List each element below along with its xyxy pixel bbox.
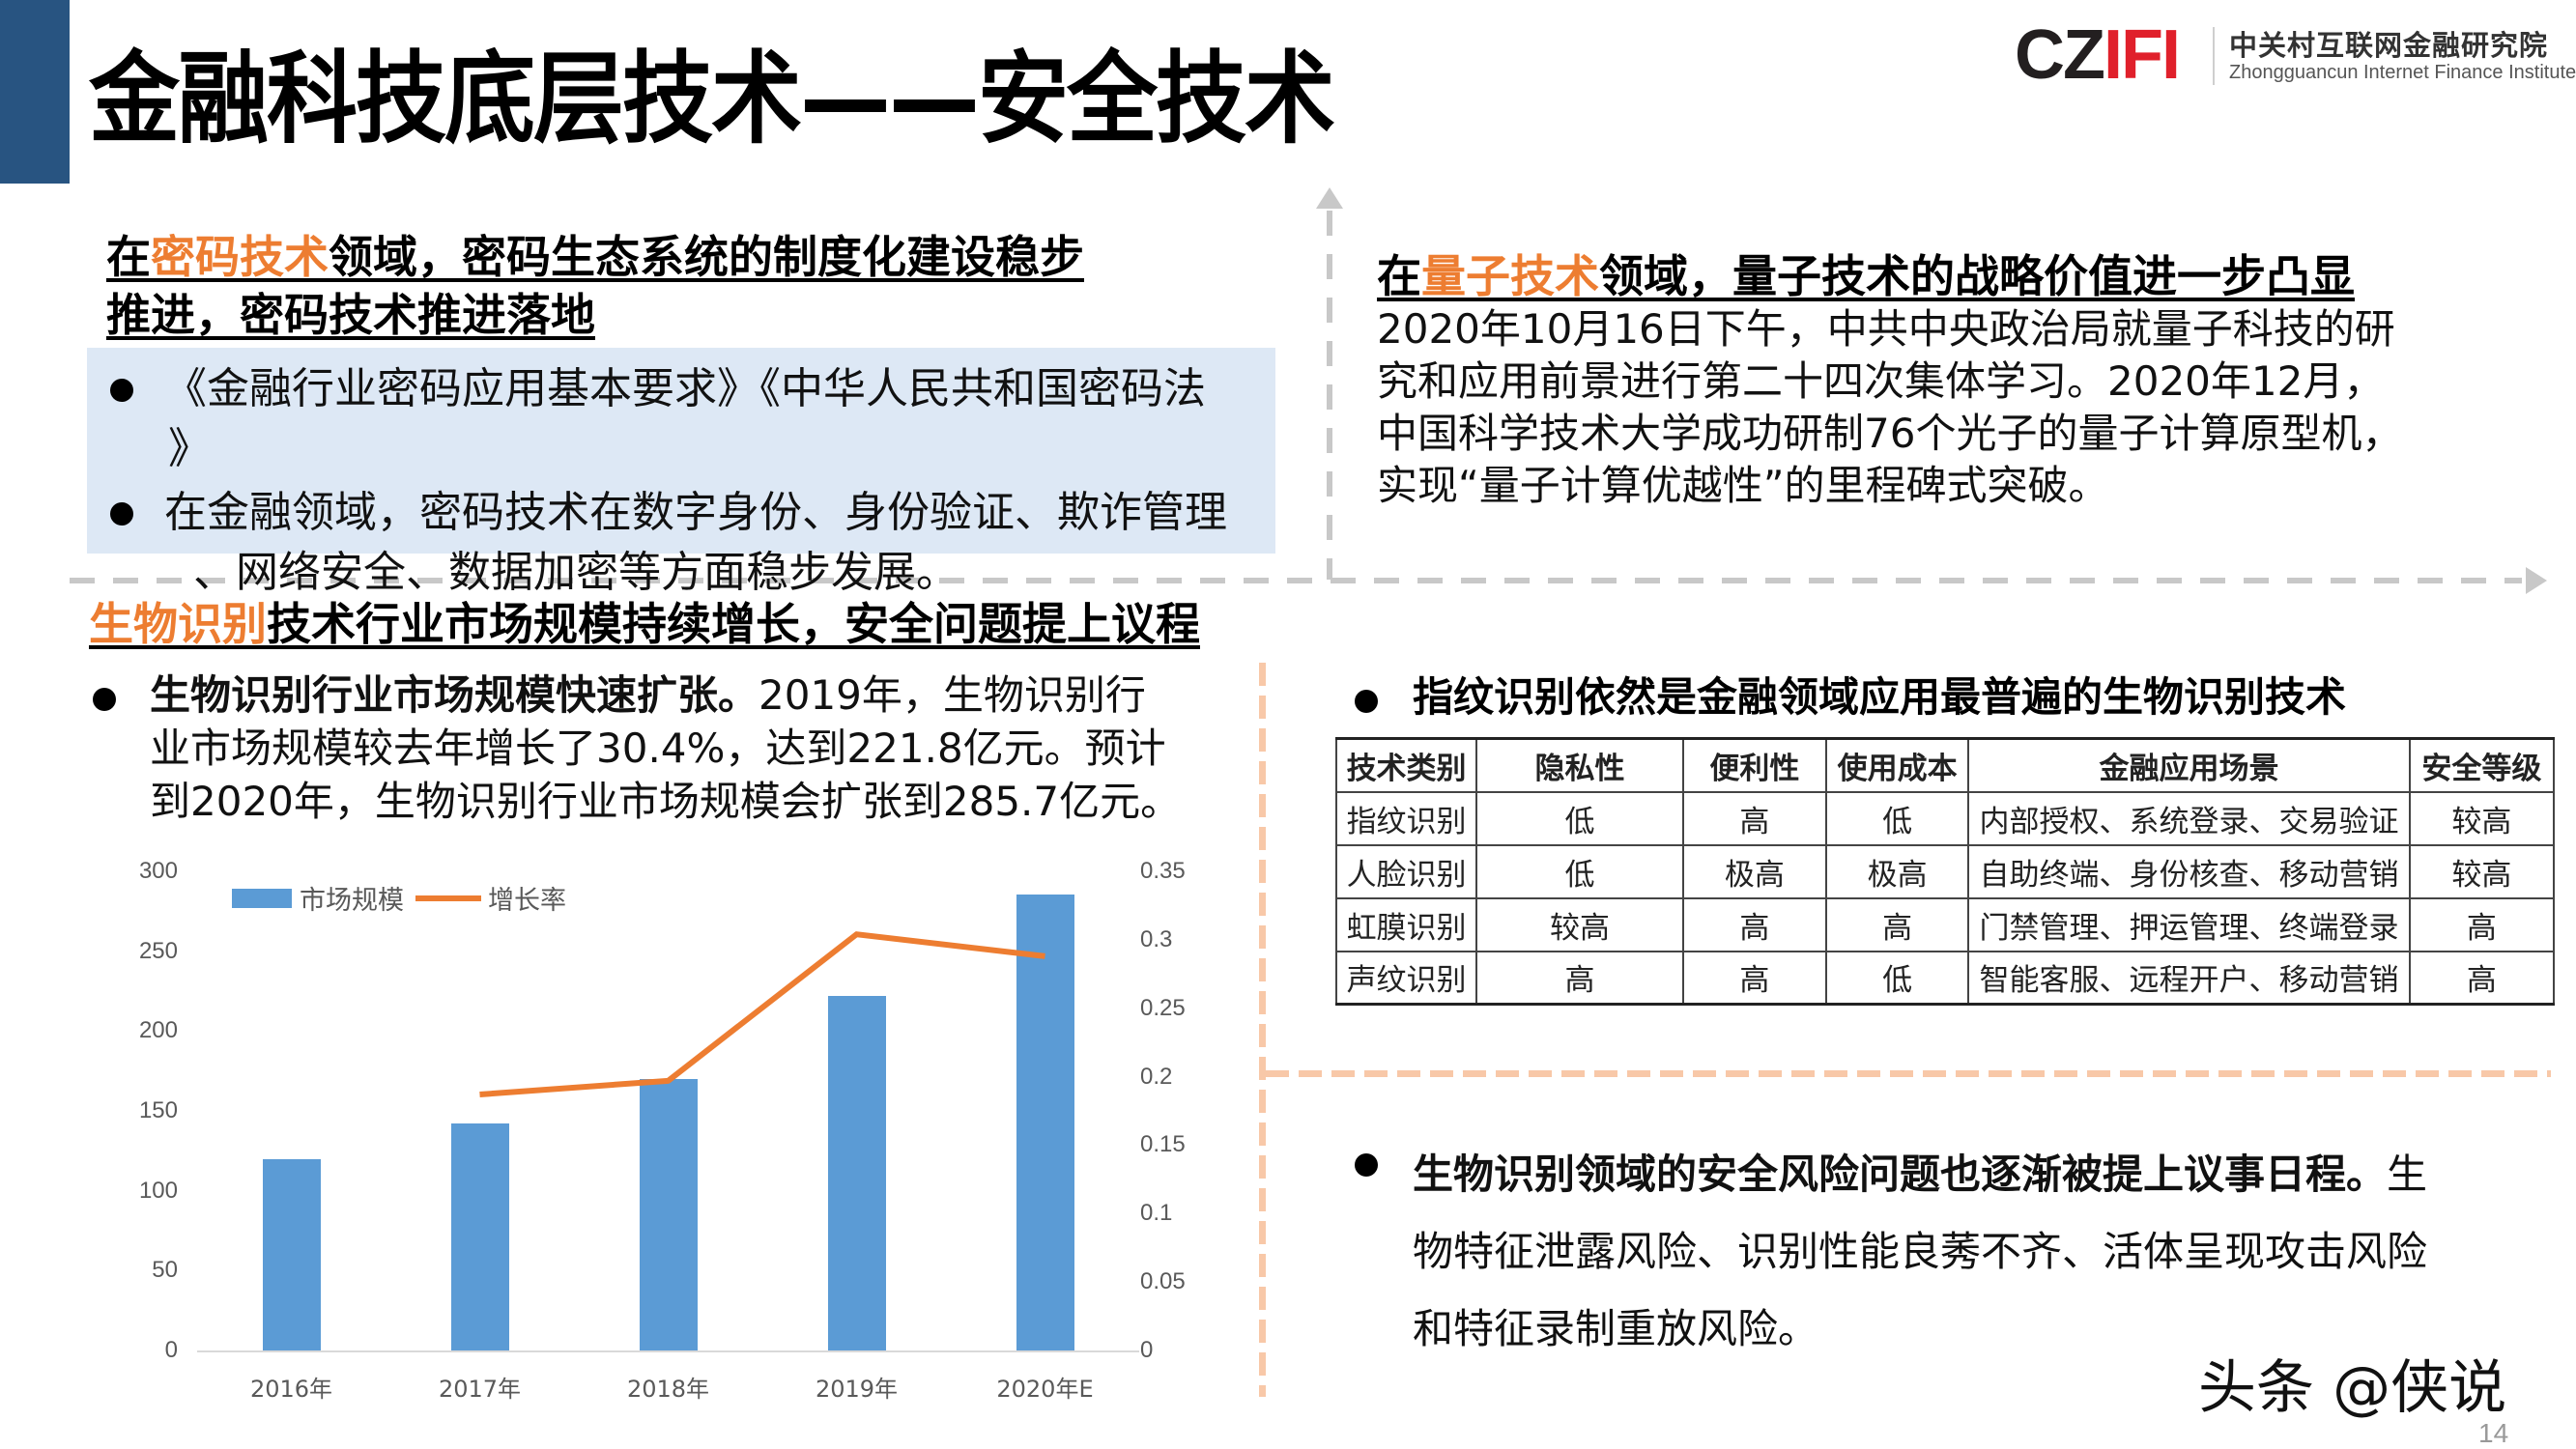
table-header: 隐私性 — [1475, 737, 1684, 793]
y-left-tick: 150 — [138, 1097, 178, 1123]
y-left-tick: 200 — [138, 1017, 178, 1044]
y-right-tick: 0.3 — [1140, 925, 1173, 952]
page-title: 金融科技底层技术——安全技术 — [89, 42, 1335, 158]
y-left-tick: 300 — [138, 858, 178, 884]
legend-label-growth: 增长率 — [488, 886, 566, 916]
y-left-tick: 0 — [164, 1337, 178, 1363]
y-right-tick: 0.15 — [1140, 1131, 1186, 1158]
y-right-tick: 0 — [1140, 1337, 1154, 1363]
crypto-highlight-box — [87, 348, 1275, 554]
quantum-heading: 在量子技术领域，量子技术的战略价值进一步凸显 — [1377, 250, 2355, 302]
page-number: 14 — [2478, 1418, 2509, 1448]
x-tick: 2019年 — [815, 1376, 899, 1403]
bullet-icon — [1355, 1153, 1378, 1177]
y-right-tick: 0.2 — [1140, 1063, 1173, 1090]
horizontal-divider-orange — [1266, 1070, 2551, 1077]
legend-line-swatch — [415, 895, 481, 901]
table-row: 虹膜识别 较高高高门禁管理、押运管理、终端登录高 — [1334, 896, 2556, 952]
arrow-right-icon — [2526, 567, 2547, 594]
logo-divider — [2213, 27, 2215, 85]
x-tick: 2017年 — [438, 1376, 522, 1403]
vertical-divider-gray — [1327, 211, 1332, 580]
y-left-tick: 100 — [138, 1177, 178, 1204]
bullet-icon — [1355, 690, 1378, 713]
x-tick: 2016年 — [249, 1376, 333, 1403]
table-header: 使用成本 — [1824, 737, 1970, 793]
y-right-tick: 0.35 — [1140, 858, 1186, 884]
bar — [827, 996, 886, 1350]
y-left-tick: 50 — [152, 1257, 178, 1284]
biometrics-comparison-table: 技术类别 隐私性 便利性 使用成本 金融应用场景 安全等级 指纹识别低高低内部授… — [1334, 737, 2556, 1006]
logo-mark-icon: CZ IFI — [2015, 16, 2181, 94]
czifi-logo: CZ IFI 中关村互联网金融研究院 Zhongguancun Internet … — [2015, 16, 2576, 94]
title-accent-bar — [0, 0, 70, 184]
fingerprint-heading: 指纹识别依然是金融领域应用最普遍的生物识别技术 — [1413, 673, 2347, 721]
arrow-up-icon — [1316, 187, 1343, 209]
y-right-tick: 0.05 — [1140, 1268, 1186, 1295]
table-header: 安全等级 — [2408, 737, 2556, 793]
table-header: 技术类别 — [1334, 737, 1478, 793]
bar — [450, 1123, 509, 1350]
x-tick: 2020年E — [996, 1376, 1094, 1403]
logo-name-cn: 中关村互联网金融研究院 — [2229, 29, 2549, 62]
legend-label-market: 市场规模 — [300, 886, 404, 916]
growth-line-series — [479, 931, 1045, 1097]
y-left-tick: 250 — [138, 937, 178, 964]
horizontal-divider-gray — [70, 578, 2522, 583]
table-header-row: 技术类别 隐私性 便利性 使用成本 金融应用场景 安全等级 — [1334, 737, 2556, 793]
vertical-divider-orange — [1259, 663, 1266, 1397]
biometrics-heading: 生物识别技术行业市场规模持续增长，安全问题提上议程 — [89, 598, 1200, 650]
bullet-icon — [110, 379, 133, 402]
y-right-tick: 0.1 — [1140, 1200, 1173, 1227]
y-right-tick: 0.25 — [1140, 994, 1186, 1021]
x-tick: 2018年 — [626, 1376, 710, 1403]
legend-bar-swatch — [232, 889, 292, 908]
bar — [262, 1158, 321, 1350]
market-size-chart: 300 250 200 150 100 50 0 0.35 0.3 0.25 0.2 0.15 0.1… — [116, 850, 1208, 1410]
x-axis-line — [197, 1350, 1139, 1352]
bar — [639, 1078, 698, 1350]
security-risk-text: 生物识别领域的安全风险问题也逐渐被提上议事日程。生 物特征泄露风险、识别性能良莠… — [1413, 1151, 2428, 1352]
table-header: 金融应用场景 — [1967, 737, 2411, 793]
crypto-heading: 在密码技术领域，密码生态系统的制度化建设稳步 推进，密码技术推进落地 — [106, 231, 1084, 341]
crypto-item-1: 《金融行业密码应用基本要求》《中华人民共和国密码法 》 — [164, 364, 1206, 473]
bullet-icon — [93, 688, 116, 711]
quantum-body: 2020年10月16日下午，中共中央政治局就量子科技的研 究和应用前景进行第二十… — [1377, 305, 2403, 509]
bar — [1016, 894, 1074, 1350]
market-size-text: 生物识别行业市场规模快速扩张。2019年，生物识别行 业市场规模较去年增长了30… — [150, 671, 1182, 825]
table-row: 指纹识别低高低内部授权、系统登录、交易验证 较高 — [1334, 790, 2556, 846]
logo-name-en: Zhongguancun Internet Finance Institute — [2229, 62, 2576, 83]
bullet-icon — [110, 502, 133, 526]
table-row: 声纹识别高高低智能客服、远程开户、移动营销高 — [1334, 950, 2556, 1006]
table-row: 人脸识别低极高 极高 自助终端、身份核查、移动营销 较高 — [1334, 843, 2556, 899]
crypto-item-2: 在金融领域，密码技术在数字身份、身份验证、欺诈管理 、网络安全、数据加密等方面稳… — [164, 488, 1227, 597]
watermark: 头条 @侠说 — [2198, 1354, 2507, 1422]
table-header: 便利性 — [1681, 737, 1828, 793]
